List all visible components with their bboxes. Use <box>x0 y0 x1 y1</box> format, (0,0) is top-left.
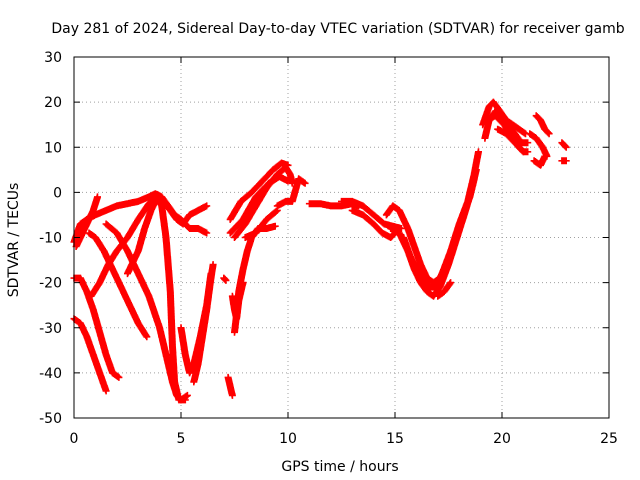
x-tick-label: 10 <box>279 431 297 447</box>
series-track-t34 <box>558 139 570 151</box>
x-tick-label: 25 <box>600 431 618 447</box>
series-track-t33 <box>530 152 549 169</box>
data-marker-path <box>190 261 217 386</box>
data-marker-path <box>226 173 292 237</box>
data-marker-path <box>348 206 399 241</box>
series-track-t15 <box>226 159 292 223</box>
data-marker-path <box>526 130 551 160</box>
series-track-t32 <box>532 112 553 138</box>
chart-title: Day 281 of 2024, Sidereal Day-to-day VTE… <box>51 21 624 37</box>
series-track-t25 <box>400 148 482 291</box>
y-tick-label: -40 <box>39 366 62 382</box>
series-track-t26 <box>434 279 455 300</box>
series-track-t30 <box>494 125 532 156</box>
y-tick-label: 30 <box>44 50 62 66</box>
x-tick-label: 20 <box>493 431 511 447</box>
data-marker-path <box>273 175 309 210</box>
data-marker-path <box>220 274 230 284</box>
data-marker-path <box>226 159 292 223</box>
plot-points <box>70 98 570 404</box>
data-marker-path <box>532 112 553 138</box>
y-tick-label: -50 <box>39 411 62 427</box>
data-marker-path <box>72 193 101 250</box>
series-track-t8 <box>124 193 189 404</box>
series-track-t11 <box>220 274 230 284</box>
series-track-t21 <box>338 197 405 232</box>
series-track-t17 <box>226 173 292 237</box>
series-track-t19 <box>241 206 281 241</box>
x-axis-label: GPS time / hours <box>281 459 398 475</box>
data-marker-path <box>224 373 236 399</box>
data-marker-path <box>558 157 570 165</box>
y-tick-label: 10 <box>44 140 62 156</box>
series-track-t31 <box>526 130 551 160</box>
x-tick-label: 15 <box>386 431 404 447</box>
data-marker-path <box>400 148 482 291</box>
series-track-t6 <box>85 229 151 341</box>
y-tick-label: -30 <box>39 321 62 337</box>
data-marker-path <box>85 229 151 341</box>
y-tick-label: 0 <box>53 185 62 201</box>
y-tick-label: -10 <box>39 231 62 247</box>
series-track-t12 <box>224 373 236 399</box>
data-marker-path <box>124 193 189 404</box>
series-track-t10 <box>190 261 217 386</box>
series-track-t18 <box>273 175 309 210</box>
data-marker-path <box>241 206 281 241</box>
series-track-t22 <box>348 206 399 241</box>
data-marker-path <box>434 279 455 300</box>
series-track-t35 <box>558 157 570 165</box>
data-marker-path <box>558 139 570 151</box>
y-axis-label: SDTVAR / TECUs <box>6 183 22 298</box>
x-tick-label: 5 <box>177 431 186 447</box>
data-marker-path <box>338 197 405 232</box>
y-tick-label: 20 <box>44 95 62 111</box>
data-marker-path <box>494 125 532 156</box>
series-track-t4 <box>72 193 101 250</box>
data-marker-path <box>530 152 549 169</box>
axis-ticks: 0 5 10 15 20 25 -50 -40 -30 -20 -10 0 10 20 30 <box>39 50 618 447</box>
y-tick-label: -20 <box>39 276 62 292</box>
series-track-t28 <box>479 98 529 138</box>
data-marker-path <box>479 98 529 138</box>
x-tick-label: 0 <box>70 431 79 447</box>
